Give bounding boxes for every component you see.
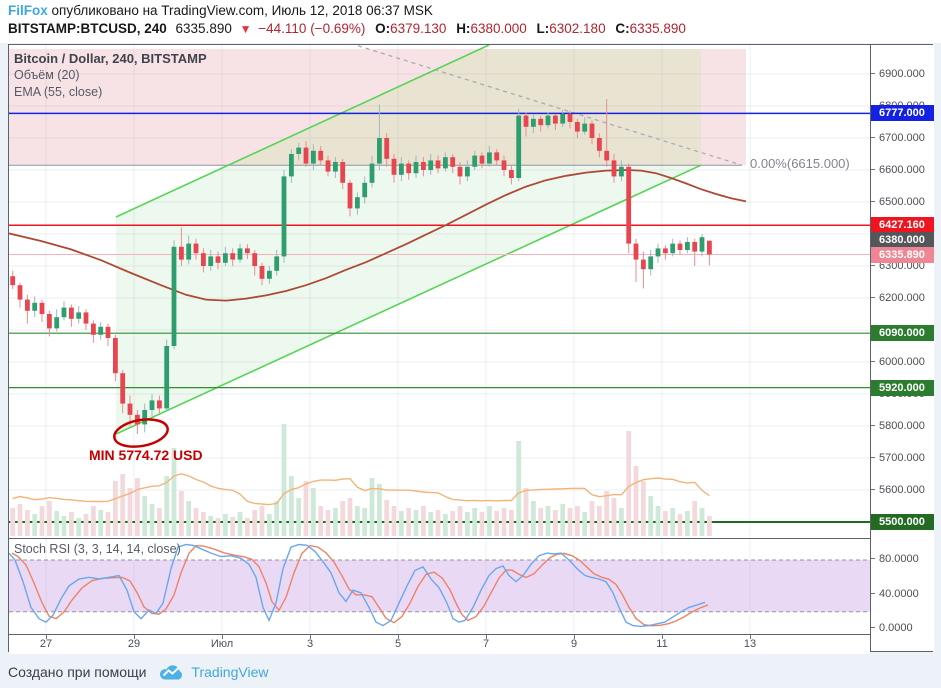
high-label: H: [456, 21, 471, 36]
main-chart-svg[interactable] [9, 45, 870, 537]
price-axis-badge: 5500.000 [871, 514, 934, 530]
time-tick-label: 13 [743, 638, 757, 650]
down-arrow-icon: ▼ [239, 22, 252, 36]
stoch-k-line [9, 543, 706, 628]
price-tick-label: 6500.000 [871, 195, 934, 209]
publish-header: FilFox опубликовано на TradingView.com, … [0, 0, 941, 43]
time-tick-label: 29 [127, 638, 141, 650]
time-tick-label: Июл [210, 638, 234, 650]
stoch-tick-label: 80.0000 [871, 552, 934, 566]
stoch-d-line [11, 544, 709, 627]
min-price-circle[interactable] [112, 416, 170, 451]
price-tick-label: 5800.000 [871, 419, 934, 433]
candles-layer [10, 99, 712, 434]
price-tick-label: 6000.000 [871, 355, 934, 369]
symbol-name: BITSTAMP:BTCUSD, 240 [8, 21, 167, 36]
time-tick-label: 27 [39, 638, 53, 650]
price-axis-badge: 6427.160 [871, 217, 934, 234]
price-tick-label: 6700.000 [871, 131, 934, 145]
time-tick-mark [662, 635, 663, 639]
chart-frame: Bitcoin / Dollar, 240, BITSTAMP Объём (2… [8, 44, 934, 654]
tradingview-brand-link[interactable]: TradingView [191, 664, 269, 680]
stoch-rsi-svg[interactable] [9, 539, 870, 634]
time-tick-mark [574, 635, 575, 639]
price-tick-label: 5700.000 [871, 451, 934, 465]
volume-ma-line [12, 473, 710, 506]
open-label: O: [375, 21, 391, 36]
time-tick-mark [486, 635, 487, 639]
time-tick-label: 3 [306, 638, 314, 650]
price-axis-badge: 6335.890 [871, 246, 934, 263]
time-tick-mark [398, 635, 399, 639]
stoch-tick-label: 0.0000 [871, 621, 934, 635]
price-tick-label: 6300.000 [871, 259, 934, 273]
price-axis-badge: 5920.000 [871, 379, 934, 396]
background-zones [9, 49, 746, 434]
low-label: L: [536, 21, 550, 36]
tradingview-logo-icon[interactable] [158, 663, 185, 682]
author-link[interactable]: FilFox [8, 3, 48, 18]
last-price: 6335.890 [175, 21, 232, 36]
stoch-tick-label: 40.0000 [871, 587, 934, 601]
volume-bars [10, 424, 712, 536]
price-pane[interactable] [9, 45, 870, 537]
price-axis[interactable]: 6900.0006800.0006700.0006600.0006500.000… [870, 45, 934, 651]
parallel-channel[interactable] [115, 45, 702, 435]
grid-lines [9, 45, 870, 537]
ema-line[interactable] [9, 169, 747, 302]
price-axis-badge: 6090.000 [871, 325, 934, 342]
price-axis-badge: 6380.000 [871, 232, 934, 249]
open-value: 6379.130 [390, 21, 447, 36]
time-tick-mark [134, 635, 135, 639]
price-tick-label: 6900.000 [871, 67, 934, 81]
time-tick-label: 9 [570, 638, 578, 650]
descending-trendline[interactable] [357, 45, 743, 166]
time-tick-label: 11 [656, 638, 668, 650]
page-footer: Создано при помощи TradingView [8, 659, 268, 685]
time-tick-mark [310, 635, 311, 639]
close-label: C: [615, 21, 630, 36]
time-tick-mark [46, 635, 47, 639]
low-value: 6302.180 [549, 21, 606, 36]
price-tick-label: 6600.000 [871, 163, 934, 177]
time-tick-mark [222, 635, 223, 639]
byline-text: опубликовано на TradingView.com, Июль 12… [51, 3, 433, 18]
time-tick-label: 7 [482, 638, 490, 650]
high-value: 6380.000 [470, 21, 527, 36]
byline: FilFox опубликовано на TradingView.com, … [8, 3, 433, 18]
time-tick-mark [750, 635, 751, 639]
price-change: −44.110 (−0.69%) [258, 21, 366, 36]
stoch-band [9, 560, 870, 612]
stoch-rsi-pane[interactable] [9, 538, 870, 634]
stoch-grid [45, 539, 751, 634]
close-value: 6335.890 [629, 21, 686, 36]
time-axis[interactable]: 27 29 Июл 3 5 7 9 11 13 [9, 634, 870, 654]
footer-created-text: Создано при помощи [8, 664, 147, 680]
price-axis-badge: 6777.000 [871, 105, 934, 122]
price-tick-label: 5600.000 [871, 483, 934, 497]
price-tick-label: 6200.000 [871, 291, 934, 305]
time-tick-label: 5 [394, 638, 402, 650]
symbol-info-bar: BITSTAMP:BTCUSD, 240 6335.890 ▼ −44.110 … [8, 21, 686, 36]
